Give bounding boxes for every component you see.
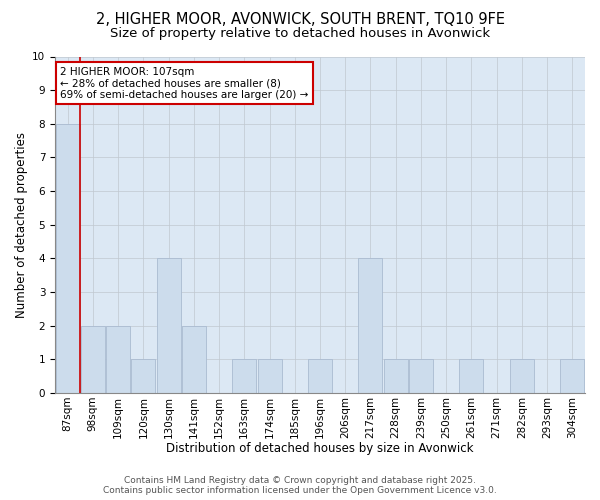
Text: Size of property relative to detached houses in Avonwick: Size of property relative to detached ho… [110,28,490,40]
Bar [384,360,408,393]
Y-axis label: Number of detached properties: Number of detached properties [15,132,28,318]
Bar [106,326,130,393]
Bar [460,360,484,393]
Bar [157,258,181,393]
Bar [560,360,584,393]
X-axis label: Distribution of detached houses by size in Avonwick: Distribution of detached houses by size … [166,442,474,455]
Bar [308,360,332,393]
Text: 2, HIGHER MOOR, AVONWICK, SOUTH BRENT, TQ10 9FE: 2, HIGHER MOOR, AVONWICK, SOUTH BRENT, T… [95,12,505,28]
Text: Contains HM Land Registry data © Crown copyright and database right 2025.
Contai: Contains HM Land Registry data © Crown c… [103,476,497,495]
Bar [257,360,281,393]
Bar [182,326,206,393]
Bar [358,258,382,393]
Bar [409,360,433,393]
Text: 2 HIGHER MOOR: 107sqm
← 28% of detached houses are smaller (8)
69% of semi-detac: 2 HIGHER MOOR: 107sqm ← 28% of detached … [61,66,308,100]
Bar [81,326,105,393]
Bar [131,360,155,393]
Bar [510,360,534,393]
Bar [56,124,80,393]
Bar [232,360,256,393]
